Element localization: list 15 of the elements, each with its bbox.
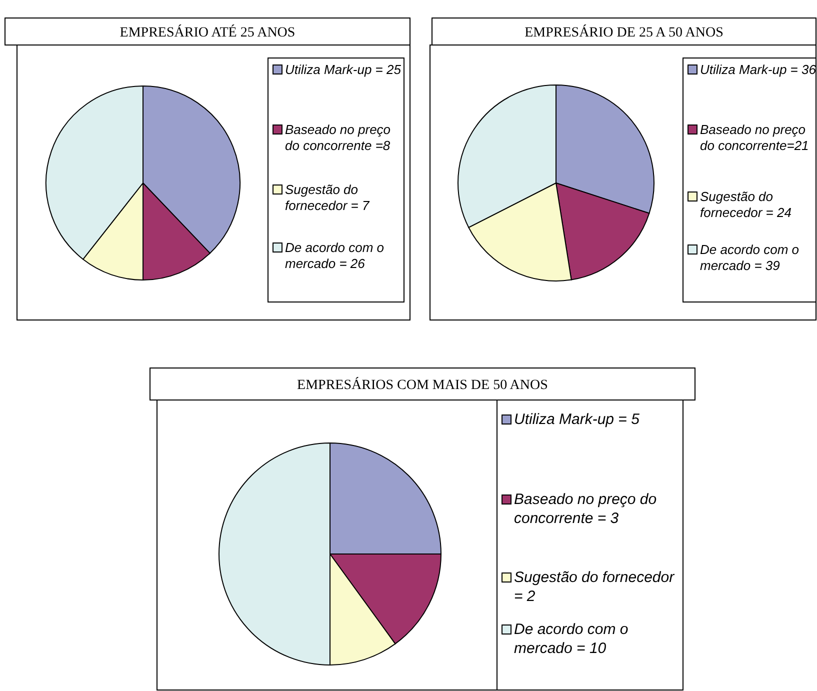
- legend-label: Baseado no preço do concorrente=21: [700, 122, 809, 153]
- legend-label: Baseado no preço do concorrente =8: [285, 122, 391, 153]
- chart-title: EMPRESÁRIOS COM MAIS DE 50 ANOS: [297, 376, 548, 393]
- legend-label: Utiliza Mark-up = 25: [285, 62, 402, 77]
- legend-label: Sugestão do fornecedor = 7: [285, 182, 370, 213]
- chart-title: EMPRESÁRIO DE 25 A 50 ANOS: [524, 24, 724, 40]
- legend-label: Baseado no preço do concorrente = 3: [514, 491, 657, 527]
- legend-label: Sugestão do fornecedor = 2: [514, 569, 676, 605]
- legend-label: De acordo com o mercado = 39: [700, 242, 799, 273]
- chart-title: EMPRESÁRIO ATÉ 25 ANOS: [120, 24, 296, 40]
- legend-label: Utiliza Mark-up = 36: [700, 62, 817, 77]
- legend-label: Utiliza Mark-up = 5: [514, 411, 640, 428]
- legend-label: De acordo com o mercado = 10: [514, 621, 628, 657]
- legend-label: De acordo com o mercado = 26: [285, 240, 384, 271]
- legend-label: Sugestão do fornecedor = 24: [700, 189, 792, 220]
